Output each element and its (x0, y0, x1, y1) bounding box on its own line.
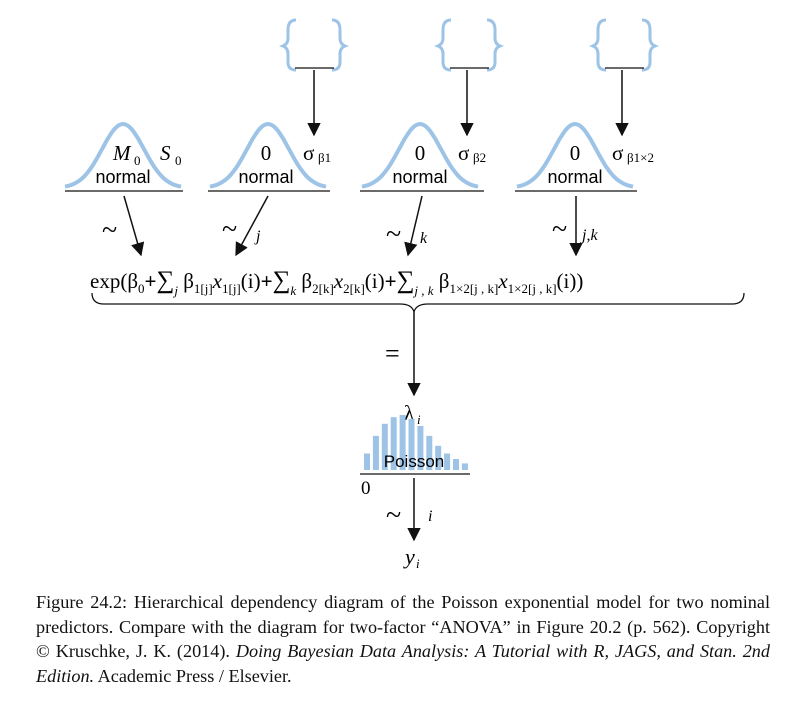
poisson-bar (426, 435, 433, 470)
hyperprior-brace-2 (433, 18, 505, 72)
prior-2-dist: normal (392, 167, 447, 187)
poisson-bar (453, 459, 459, 470)
prior-2-mean: 0 (415, 141, 426, 165)
index-j: j (254, 228, 261, 245)
index-i: i (428, 508, 432, 525)
poisson-bar (408, 418, 415, 471)
poisson-bar (399, 415, 406, 470)
prior-1-dist: normal (238, 167, 293, 187)
prior-0-mean: M (112, 141, 132, 165)
lambda-sub: i (417, 412, 421, 427)
hierarchical-diagram: M 0 S 0 normal 0 normal σ β1 0 normal σ … (64, 18, 745, 571)
prior-2-sigma: σ (458, 141, 469, 165)
prior-3-sigma: σ (612, 141, 623, 165)
prior-1-sigma: σ (303, 141, 314, 165)
poisson-bar (417, 426, 424, 470)
poisson-bar (372, 435, 379, 470)
lambda-symbol: λ (404, 401, 415, 425)
tilde-2: ~ (386, 219, 401, 250)
normal-prior-curve-3 (516, 121, 634, 189)
caption-publisher: Academic Press / Elsevier. (94, 665, 292, 686)
y-symbol: y (403, 544, 415, 569)
prior-0-mean-sub: 0 (134, 153, 141, 168)
arrow-prior-1 (235, 195, 269, 257)
poisson-bar (461, 463, 468, 470)
poisson-bar (390, 417, 397, 470)
prior-3-mean: 0 (570, 141, 581, 165)
hyperprior-brace-1 (278, 18, 350, 72)
tilde-0: ~ (102, 215, 117, 246)
poisson-distribution-bars (364, 415, 468, 471)
tilde-3: ~ (552, 214, 567, 245)
arrow-prior-0 (123, 195, 145, 257)
normal-curve-path (516, 121, 634, 189)
normal-curve-path (64, 121, 182, 189)
caption-book-title: Doing Bayesian Data Analysis: A Tutorial… (36, 641, 770, 686)
normal-curve-path (361, 121, 479, 189)
equals-sign: = (385, 339, 400, 368)
hyperprior-brace-3 (588, 18, 660, 72)
poisson-zero: 0 (361, 478, 371, 499)
normal-curve-path (209, 121, 327, 189)
index-k: k (420, 230, 428, 247)
y-sub: i (416, 556, 420, 571)
normal-prior-curve-2 (361, 121, 479, 189)
tilde-1: ~ (222, 214, 237, 245)
svg-text:exp(β0+∑j β1[j]x1[j](i)+∑k β2[: exp(β0+∑j β1[j]x1[j](i)+∑k β2[k]x2[k](i)… (90, 267, 583, 298)
prior-3-sigma-sub: β1×2 (627, 150, 654, 165)
prior-0-scale-sub: 0 (175, 153, 182, 168)
prior-0-scale: S (160, 141, 171, 165)
poisson-bar (444, 453, 451, 470)
poisson-bar (364, 453, 370, 470)
poisson-bar (435, 445, 442, 470)
normal-prior-curve-0 (64, 121, 182, 189)
figure-caption: Figure 24.2: Hierarchical dependency dia… (36, 590, 770, 688)
poisson-bar (381, 423, 388, 470)
prior-0-dist: normal (95, 167, 150, 187)
prior-1-sigma-sub: β1 (318, 150, 331, 165)
linear-predictor-formula: exp(β0+∑j β1[j]x1[j](i)+∑k β2[k]x2[k](i)… (90, 267, 583, 298)
prior-2-sigma-sub: β2 (473, 150, 486, 165)
caption-text: Figure 24.2: Hierarchical dependency dia… (36, 592, 770, 662)
normal-prior-curve-1 (209, 121, 327, 189)
prior-1-mean: 0 (261, 141, 272, 165)
prior-3-dist: normal (547, 167, 602, 187)
poisson-label: Poisson (384, 452, 444, 471)
index-jk: j,k (580, 227, 598, 244)
arrow-prior-2 (404, 195, 423, 257)
tilde-likelihood: ~ (386, 500, 401, 531)
